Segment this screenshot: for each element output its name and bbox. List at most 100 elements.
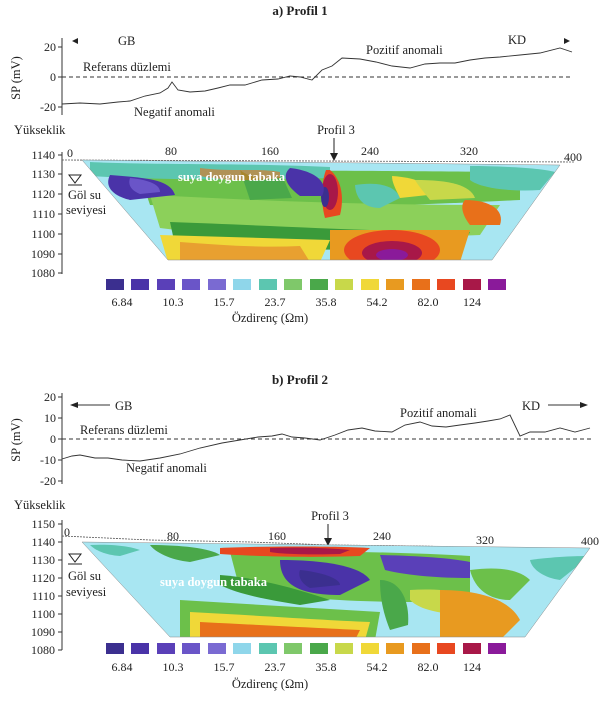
section-ytick: 1140 <box>31 535 55 549</box>
section-xtick: 240 <box>373 529 391 543</box>
legend-value: 23.7 <box>265 660 286 674</box>
legend-value: 15.7 <box>214 660 235 674</box>
water-level-icon <box>68 174 82 184</box>
down-arrow-icon <box>324 538 332 546</box>
legend-value: 10.3 <box>163 295 184 309</box>
section-ytick: 1140 <box>31 148 55 162</box>
section-xtick: 400 <box>564 150 582 164</box>
section-ytick: 1100 <box>31 607 55 621</box>
right-arrow-icon <box>564 38 570 44</box>
section-ytick: 1090 <box>31 247 55 261</box>
legend-value: 23.7 <box>265 295 286 309</box>
section-xtick: 0 <box>64 525 70 539</box>
section-ytick: 1110 <box>32 589 55 603</box>
section-ytick: 1120 <box>31 187 55 201</box>
section-ytick: 1090 <box>31 625 55 639</box>
legend-value: 124 <box>463 295 481 309</box>
saturated-layer-label: suya doygun tabaka <box>160 575 268 589</box>
section-xtick: 320 <box>476 533 494 547</box>
section-ytick: 1130 <box>31 167 55 181</box>
section-xtick: 80 <box>167 529 179 543</box>
topography-line <box>61 159 576 163</box>
lake-level-label-1: Göl su <box>68 188 102 202</box>
section-xtick: 160 <box>268 529 286 543</box>
lake-level-label-1: Göl su <box>68 569 102 583</box>
dir-gb: GB <box>115 399 132 413</box>
elevation-label: Yükseklik <box>14 498 66 512</box>
water-level-icon <box>68 553 82 563</box>
dir-kd: KD <box>508 33 526 47</box>
sp-ytick: 20 <box>44 390 56 404</box>
left-arrow-icon <box>70 402 78 408</box>
section-xtick: 80 <box>165 144 177 158</box>
section-ytick: 1120 <box>31 571 55 585</box>
sp-ytick: -10 <box>40 453 56 467</box>
legend-value: 35.8 <box>316 295 337 309</box>
panel-profile2: b) Profil 2 20 10 0 -10 -20 SP (mV) GB K… <box>9 372 599 691</box>
tomogram <box>82 160 560 260</box>
section-xtick: 0 <box>67 146 73 160</box>
right-direction: KD <box>522 399 588 413</box>
legend-value: 6.84 <box>112 295 133 309</box>
legend-value: 124 <box>463 660 481 674</box>
reference-label: Referans düzlemi <box>83 60 171 74</box>
legend-value: 54.2 <box>367 660 388 674</box>
section-ytick: 1150 <box>31 517 55 531</box>
sp-ytick: -20 <box>40 474 56 488</box>
legend-value: 54.2 <box>367 295 388 309</box>
sp-plot: 20 0 -20 SP (mV) GB KD Referans düzlemi … <box>9 33 573 119</box>
dir-gb: GB <box>118 34 135 48</box>
negative-anomaly-label: Negatif anomali <box>134 105 215 119</box>
positive-anomaly-label: Pozitif anomali <box>400 406 477 420</box>
sp-ylabel: SP (mV) <box>9 418 23 462</box>
legend-value: 10.3 <box>163 660 184 674</box>
section-xtick: 240 <box>361 144 379 158</box>
profile3-marker-label: Profil 3 <box>317 123 355 137</box>
resistivity-section: Yükseklik 1140 1130 1120 1110 1100 1090 … <box>14 123 582 280</box>
negative-anomaly-label: Negatif anomali <box>126 461 207 475</box>
left-direction: GB <box>72 34 135 48</box>
left-direction: GB <box>70 399 132 413</box>
resistivity-section: Yükseklik 1150 1140 1130 1120 1110 1100 … <box>14 498 599 657</box>
section-ytick: 1080 <box>31 643 55 657</box>
section-ytick: 1080 <box>31 266 55 280</box>
legend-value: 15.7 <box>214 295 235 309</box>
right-arrow-icon <box>580 402 588 408</box>
panel-title: a) Profil 1 <box>272 3 327 18</box>
tomogram <box>82 542 590 637</box>
sp-curve <box>61 47 573 105</box>
left-arrow-icon <box>72 38 78 44</box>
sp-plot: 20 10 0 -10 -20 SP (mV) GB KD Referans d… <box>9 390 592 488</box>
legend-title: Özdirenç (Ωm) <box>232 677 308 691</box>
color-legend: 6.84 10.3 15.7 23.7 35.8 54.2 82.0 124 Ö… <box>106 643 506 691</box>
lake-level-label-2: seviyesi <box>66 203 107 217</box>
section-xtick: 400 <box>581 534 599 548</box>
lake-level-label-2: seviyesi <box>66 585 107 599</box>
positive-anomaly-label: Pozitif anomali <box>366 43 443 57</box>
sp-ytick: 0 <box>50 432 56 446</box>
section-ytick: 1130 <box>31 553 55 567</box>
dir-kd: KD <box>522 399 540 413</box>
legend-value: 35.8 <box>316 660 337 674</box>
sp-curve <box>61 414 591 462</box>
section-xtick: 320 <box>460 144 478 158</box>
lake-level-marker: Göl su seviyesi <box>66 174 107 217</box>
sp-ytick: 10 <box>44 411 56 425</box>
legend-value: 6.84 <box>112 660 133 674</box>
elevation-label: Yükseklik <box>14 123 66 137</box>
sp-ytick: 0 <box>50 70 56 84</box>
section-ytick: 1110 <box>32 207 55 221</box>
profile3-marker-label: Profil 3 <box>311 509 349 523</box>
legend-value: 82.0 <box>418 660 439 674</box>
lake-level-marker: Göl su seviyesi <box>66 553 107 599</box>
color-legend: 6.84 10.3 15.7 23.7 35.8 54.2 82.0 124 Ö… <box>106 279 506 325</box>
section-ytick: 1100 <box>31 227 55 241</box>
panel-profile1: a) Profil 1 20 0 -20 SP (mV) GB KD Refer… <box>9 3 582 325</box>
section-xtick: 160 <box>261 144 279 158</box>
reference-label: Referans düzlemi <box>80 423 168 437</box>
right-direction: KD <box>508 33 570 47</box>
down-arrow-icon <box>330 153 338 161</box>
sp-ytick: -20 <box>40 100 56 114</box>
